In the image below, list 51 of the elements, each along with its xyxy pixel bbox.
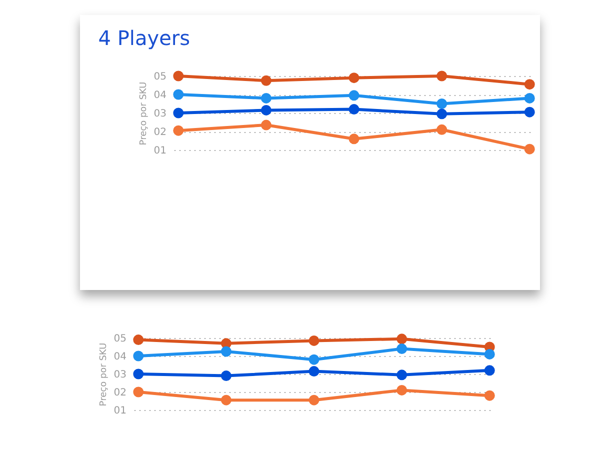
y-tick-label: 04	[154, 90, 166, 101]
y-tick-label: 01	[114, 406, 126, 416]
point	[348, 104, 360, 115]
point	[396, 384, 408, 396]
y-tick-label: 05	[154, 72, 166, 82]
y-tick-label: 01	[154, 146, 166, 156]
point	[436, 108, 448, 120]
point	[436, 98, 448, 109]
point	[220, 346, 232, 357]
point	[308, 335, 320, 346]
point	[260, 92, 272, 104]
point	[173, 89, 184, 100]
point	[484, 348, 495, 360]
point	[396, 334, 408, 344]
point	[524, 106, 535, 118]
point	[260, 75, 272, 86]
point	[133, 368, 144, 380]
point	[308, 354, 320, 365]
point	[220, 394, 232, 406]
point	[348, 72, 360, 84]
y-tick-label: 04	[114, 352, 126, 362]
point	[396, 344, 408, 354]
chart-title: 4 Players	[98, 26, 190, 50]
point	[260, 120, 272, 130]
point	[484, 390, 495, 401]
point	[173, 125, 184, 136]
point	[524, 92, 535, 104]
point	[173, 108, 184, 118]
y-axis-title: Preço por SKU	[98, 342, 109, 406]
y-tick-label: 05	[114, 334, 126, 344]
point	[348, 90, 360, 101]
point	[484, 365, 495, 376]
point	[396, 370, 408, 380]
point	[173, 70, 184, 82]
point	[133, 350, 144, 362]
y-tick-label: 02	[114, 388, 126, 398]
point	[260, 104, 272, 116]
y-axis-title: Preço por SKU	[138, 82, 149, 146]
y-tick-label: 02	[154, 127, 166, 138]
point	[524, 144, 535, 154]
point	[348, 134, 360, 144]
y-tick-label: 03	[154, 108, 166, 120]
point	[133, 334, 144, 346]
point	[220, 370, 232, 382]
point	[308, 366, 320, 377]
point	[436, 70, 448, 82]
point	[308, 394, 320, 406]
point	[436, 124, 448, 135]
y-tick-label: 03	[114, 370, 126, 380]
point	[524, 79, 535, 90]
point	[133, 386, 144, 398]
